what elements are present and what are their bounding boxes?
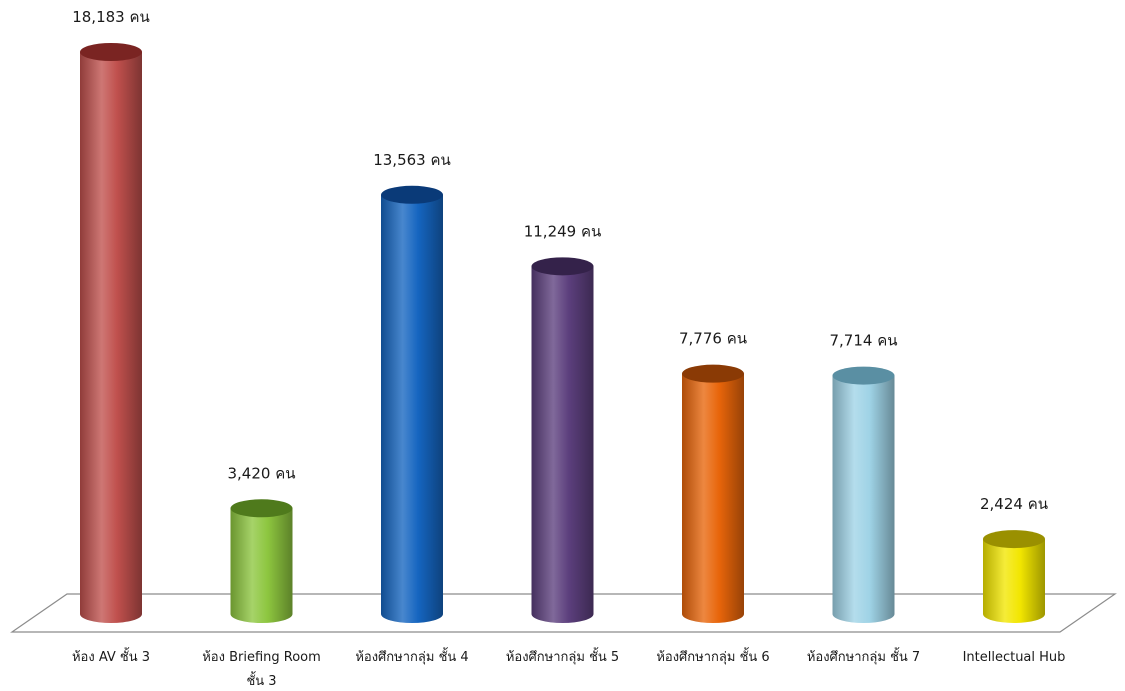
bars-group bbox=[80, 43, 1045, 623]
bar-body bbox=[682, 373, 744, 623]
data-label: 7,776 คน bbox=[679, 330, 747, 348]
bar-top bbox=[983, 530, 1045, 549]
bar-top bbox=[230, 499, 293, 518]
bar bbox=[682, 364, 744, 623]
bar bbox=[832, 366, 895, 623]
bar-body bbox=[531, 266, 594, 623]
bar-body bbox=[381, 194, 443, 623]
bar bbox=[230, 499, 293, 623]
category-label: ห้องศึกษากลุ่ม ชั้น 4 bbox=[355, 647, 468, 665]
bar-body bbox=[230, 508, 293, 623]
category-label: ห้อง AV ชั้น 3 bbox=[72, 647, 150, 665]
category-labels-group: ห้อง AV ชั้น 3 ห้อง Briefing Room ชั้น 3 ห้… bbox=[72, 647, 1065, 689]
bar-top bbox=[682, 364, 744, 383]
bar-top bbox=[531, 257, 594, 276]
category-label: ห้องศึกษากลุ่ม ชั้น 6 bbox=[656, 647, 769, 665]
bar-top bbox=[832, 366, 895, 385]
category-label: ห้องศึกษากลุ่ม ชั้น 7 bbox=[807, 647, 920, 665]
bar-top bbox=[381, 185, 443, 204]
data-label: 3,420 คน bbox=[228, 464, 296, 482]
data-labels-group: 18,183 คน 3,420 คน 13,563 คน 11,249 คน 7,776… bbox=[72, 8, 1048, 513]
bar-top bbox=[80, 43, 142, 61]
bar-body bbox=[983, 539, 1045, 623]
category-label: ห้อง Briefing Room ชั้น 3 bbox=[202, 650, 321, 689]
bar bbox=[983, 530, 1045, 623]
data-label: 11,249 คน bbox=[524, 222, 602, 240]
bar-body bbox=[80, 52, 142, 623]
category-label: Intellectual Hub bbox=[963, 650, 1066, 665]
bar-body bbox=[832, 375, 895, 623]
bar bbox=[531, 257, 594, 623]
bar bbox=[381, 185, 443, 623]
bar bbox=[80, 43, 142, 623]
data-label: 7,714 คน bbox=[830, 332, 898, 350]
data-label: 13,563 คน bbox=[373, 151, 451, 169]
data-label: 18,183 คน bbox=[72, 8, 150, 26]
data-label: 2,424 คน bbox=[980, 495, 1048, 513]
category-label: ห้องศึกษากลุ่ม ชั้น 5 bbox=[506, 647, 619, 665]
